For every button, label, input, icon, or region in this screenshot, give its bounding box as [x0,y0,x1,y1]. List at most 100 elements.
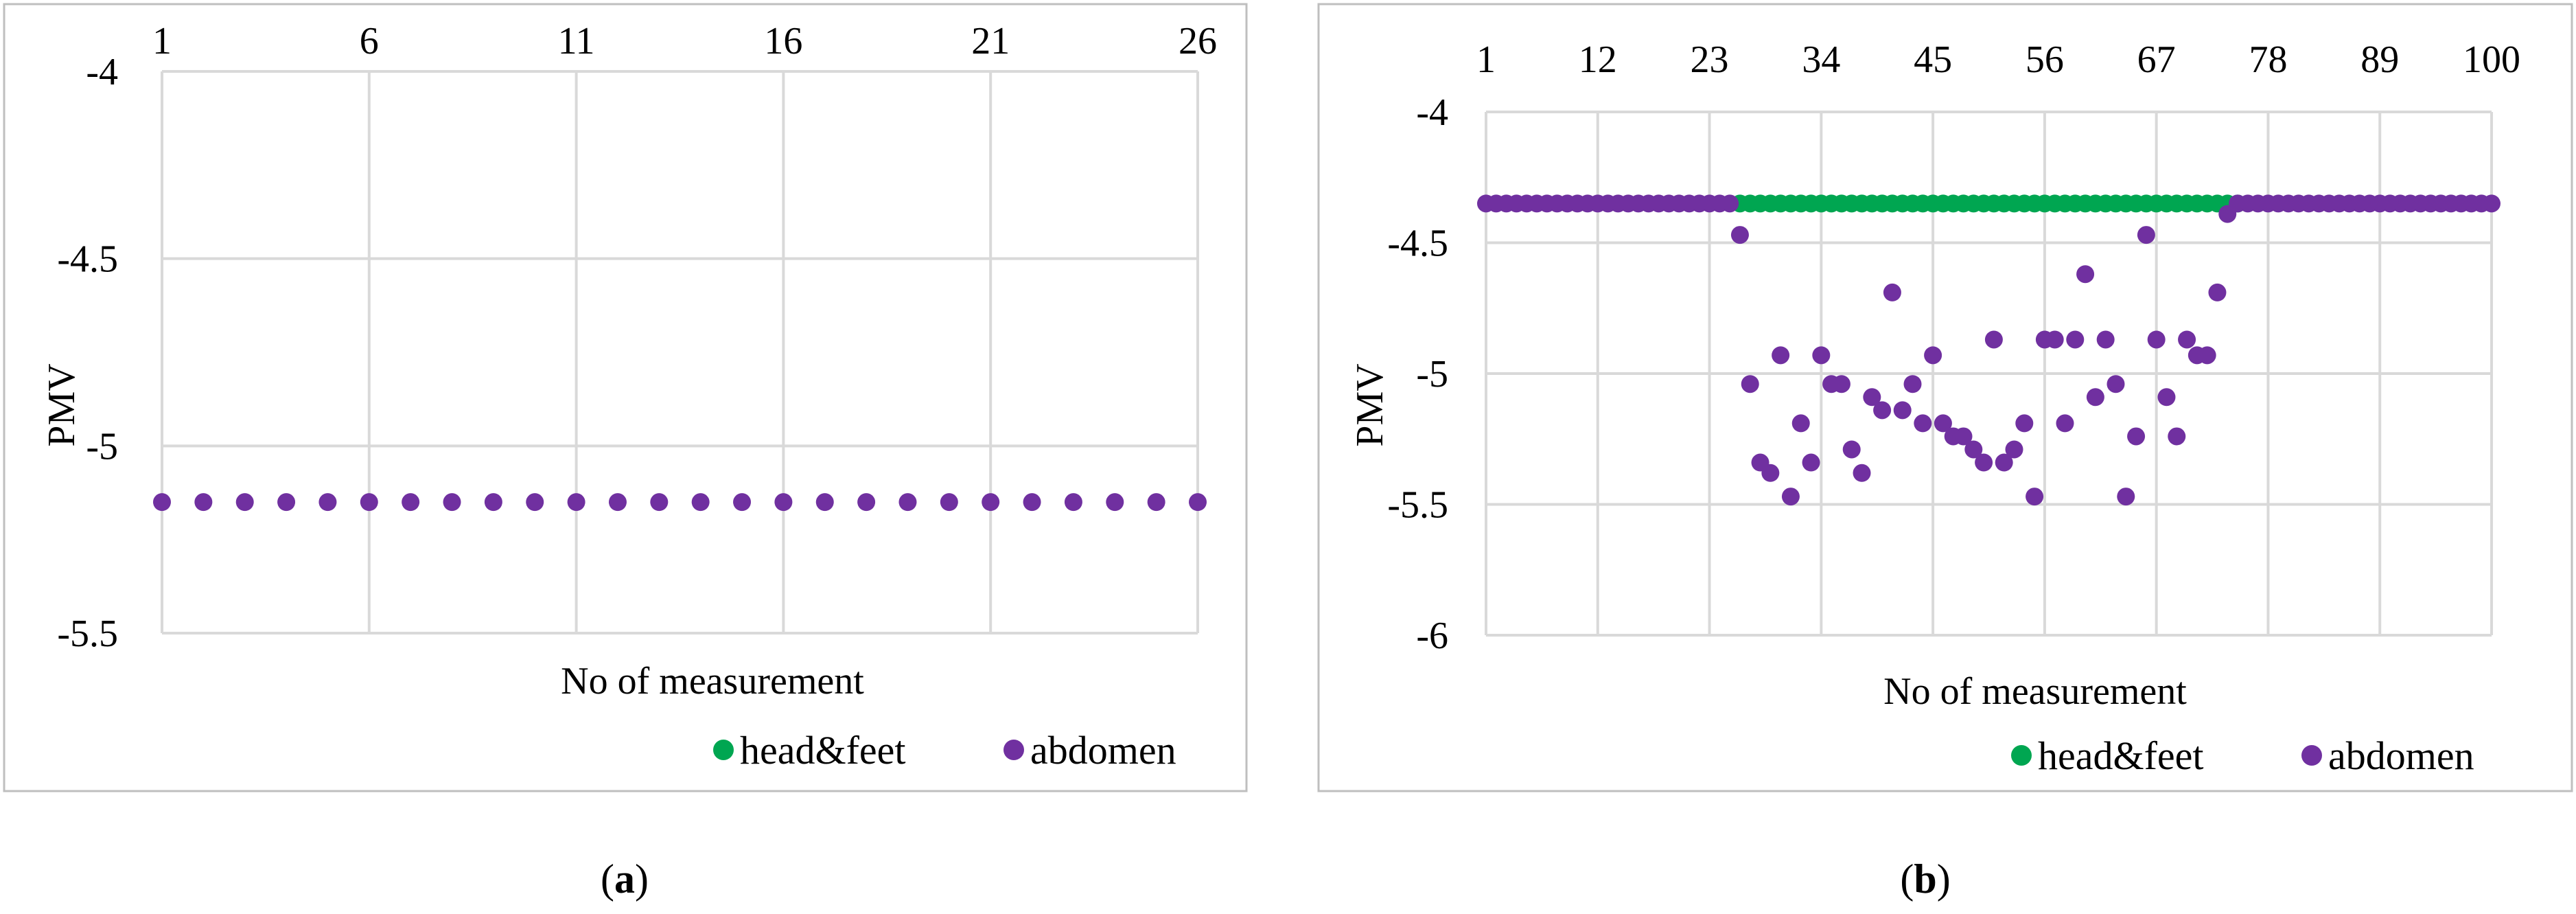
panel-b-x-tick-45: 45 [1914,38,1952,81]
panel-b-abdomen-point-67 [2147,330,2166,349]
panel-b-caption: (b) [1900,856,1950,902]
panel-b-abdomen-point-41 [1883,283,1901,301]
panel-a-x-tick-11: 11 [558,20,595,62]
panel-a-y-tick--4.5: -4.5 [57,238,118,281]
panel-b-abdomen-point-26 [1730,226,1749,244]
panel-a-abdomen-point-19 [898,493,917,512]
panel-a-abdomen-point-23 [1064,493,1082,512]
panel-a-points [153,493,1207,512]
panel-a-x-tick-1: 1 [152,20,172,62]
panel-b-y-tick--6: -6 [1416,615,1448,657]
panel-a-abdomen-point-14 [691,493,710,512]
panel-a-abdomen-point-26 [1189,493,1207,512]
panel-b-ticks: 1 12 23 34 45 56 67 78 89 100 -4 -4.5 -5 -5.5 -6 [1387,38,2520,657]
panel-b-abdomen-point-40 [1873,401,1892,420]
panel-a-abdomen-point-12 [608,493,627,512]
panel-b-abdomen-point-49 [1964,440,1983,459]
panel-b-abdomen-point-64 [2117,488,2135,506]
panel-a-legend-abdomen: abdomen [1030,728,1176,773]
panel-b-abdomen-point-39 [1863,388,1881,407]
panel-b-abdomen-point-32 [1791,414,1810,433]
panel-a-ticks: 1 6 11 16 21 26-4-4.5-5-5.5 [57,20,1217,655]
panel-b-legend: head&feet abdomen [2011,733,2474,778]
panel-b-abdomen-point-53 [2005,440,2023,459]
panel-a-legend-abdomen-marker [1003,740,1024,760]
panel-a-abdomen-point-18 [857,493,876,512]
panel-b-abdomen-point-36 [1832,375,1850,393]
panel-a-abdomen-point-24 [1106,493,1124,512]
panel-b-abdomen-point-34 [1812,346,1831,365]
panel-b-abdomen-point-65 [2127,427,2146,446]
panel-b-abdomen-point-55 [2026,488,2044,506]
panel-b-x-tick-100: 100 [2463,38,2520,81]
panel-a-frame [3,3,1248,792]
panel-b-abdomen-point-70 [2178,330,2196,349]
panel-b-x-tick-56: 56 [2026,38,2064,81]
panel-a-abdomen-point-25 [1147,493,1165,512]
panel-b-x-tick-78: 78 [2249,38,2287,81]
panel-b-abdomen-point-68 [2157,388,2176,407]
panel-b-abdomen-point-42 [1893,401,1912,420]
panel-a-abdomen-point-6 [360,493,378,512]
panel-b-abdomen-point-48 [1954,427,1973,446]
panel-b-abdomen-point-61 [2086,388,2104,407]
panel-b-abdomen-point-59 [2066,330,2085,349]
panel-a-legend-head-feet: head&feet [740,728,906,773]
panel-b-points [1477,194,2500,506]
panel-a-caption-letter: a [614,856,635,902]
panel-b-abdomen-point-31 [1781,488,1800,506]
panel-b-abdomen-point-44 [1914,414,1932,433]
panel-b-x-tick-34: 34 [1802,38,1840,81]
panel-a-y-tick--5.5: -5.5 [57,613,118,655]
panel-a-abdomen-point-10 [526,493,544,512]
panel-b-abdomen-point-58 [2056,414,2074,433]
panel-b-abdomen-point-51 [1984,330,2003,349]
panel-b-legend-head-feet-marker [2011,745,2032,766]
panel-a-ylabel: PMV [40,363,83,446]
panel-b-x-tick-23: 23 [1691,38,1729,81]
panel-a-abdomen-point-3 [235,493,254,512]
panel-b-y-tick--4.5: -4.5 [1387,222,1448,265]
panel-b-abdomen-point-100 [2483,194,2500,213]
panel-b-ylabel: PMV [1349,363,1391,446]
panel-b-y-tick--5: -5 [1416,353,1448,396]
panel-b-x-tick-1: 1 [1476,38,1496,81]
panel-b: 1 12 23 34 45 56 67 78 89 100 -4 -4.5 -5 -5.5 -6 PMV N… [1317,3,2573,902]
panel-a-grid [161,70,1199,635]
panel-a-abdomen-point-9 [484,493,502,512]
panel-a-xlabel: No of measurement [561,660,864,702]
panel-b-abdomen-point-62 [2096,330,2115,349]
panel-a-y-tick--5: -5 [86,425,118,468]
panel-b-abdomen-point-38 [1853,464,1871,482]
panel-b-abdomen-point-25 [1721,194,1739,213]
panel-b-abdomen-point-33 [1802,453,1820,472]
panel-a-caption: (a) [601,856,649,902]
panel-a-abdomen-point-21 [982,493,1000,512]
panel-a-legend-head-feet-marker [713,740,734,760]
panel-a-x-tick-16: 16 [764,20,802,62]
panel-b-y-tick--5.5: -5.5 [1387,484,1448,527]
panel-a-abdomen-point-22 [1023,493,1041,512]
panel-b-abdomen-point-54 [2015,414,2034,433]
panel-b-abdomen-point-43 [1903,375,1922,393]
panel-b-abdomen-point-46 [1934,414,1952,433]
panel-b-legend-head-feet: head&feet [2038,733,2204,778]
panel-a-abdomen-point-17 [815,493,834,512]
panel-a-abdomen-point-13 [650,493,669,512]
panel-b-abdomen-point-27 [1741,375,1759,393]
panel-a-abdomen-point-2 [194,493,213,512]
panel-a-abdomen-point-5 [318,493,337,512]
panel-a-abdomen-point-4 [277,493,296,512]
panel-b-legend-abdomen: abdomen [2328,733,2474,778]
panel-b-abdomen-point-29 [1761,464,1780,482]
panel-b-caption-letter: b [1914,856,1936,902]
panel-a-abdomen-point-20 [940,493,958,512]
panel-b-x-tick-12: 12 [1579,38,1617,81]
panel-b-x-tick-67: 67 [2137,38,2176,81]
panel-b-abdomen-point-73 [2208,283,2227,301]
panel-a-abdomen-point-16 [774,493,793,512]
panel-b-x-tick-89: 89 [2360,38,2399,81]
panel-b-abdomen-point-60 [2076,265,2095,284]
panel-a: 1 6 11 16 21 26-4-4.5-5-5.5 PMV No of measure… [3,3,1248,902]
panel-a-legend: head&feet abdomen [713,728,1176,773]
